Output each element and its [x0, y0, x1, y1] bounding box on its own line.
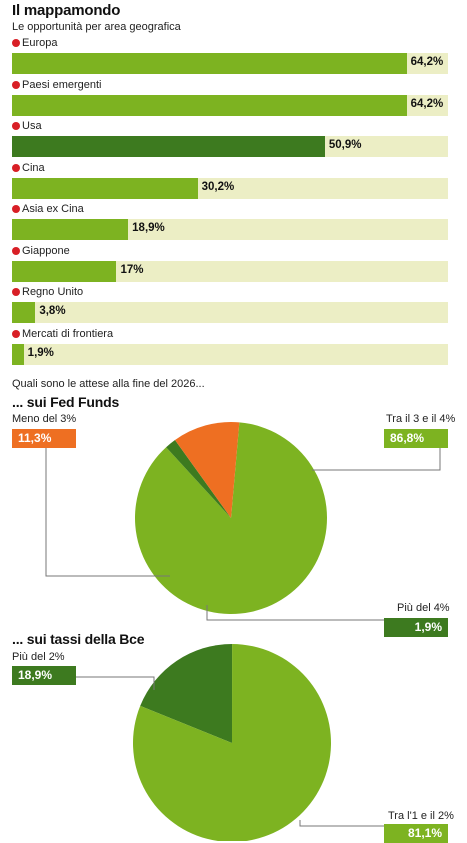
bar-label: Paesi emergenti	[12, 79, 102, 91]
leader-line	[312, 448, 441, 471]
leader-line	[299, 820, 384, 827]
question-text: Quali sono le attese alla fine del 2026.…	[12, 378, 205, 390]
bce-section-title: ... sui tassi della Bce	[12, 631, 145, 647]
bullet-dot-icon	[12, 205, 20, 213]
bar	[12, 94, 407, 116]
leader-line	[76, 676, 155, 690]
fed-value-over4: 1,9%	[384, 618, 448, 637]
bar-track: 1,9%	[12, 343, 448, 365]
leader-line	[45, 448, 170, 577]
bar-category: Regno Unito	[22, 286, 84, 298]
bar	[12, 260, 117, 282]
pie-slice	[166, 440, 231, 518]
bar-category: Asia ex Cina	[22, 203, 84, 215]
bar-track: 64,2%	[12, 94, 448, 116]
pie-slice	[133, 644, 331, 841]
bar	[12, 136, 325, 157]
bar	[12, 177, 198, 199]
bullet-dot-icon	[12, 288, 20, 296]
bce-value-between: 81,1%	[384, 824, 448, 843]
chart-subtitle: Le opportunità per area geografica	[12, 21, 181, 33]
bar-category: Giappone	[22, 244, 70, 257]
bar-value-label: 30,2%	[201, 180, 235, 193]
pie-slice	[175, 422, 240, 518]
bar-track: 64,2%	[12, 53, 448, 74]
bar-value-label: 17%	[120, 263, 144, 276]
bullet-dot-icon	[12, 80, 20, 89]
bullet-dot-icon	[12, 329, 20, 338]
bar-track: 50,9%	[12, 136, 448, 157]
bar-track: 17%	[12, 260, 448, 282]
bar-label: Cina	[12, 162, 45, 174]
bar-track: 30,2%	[12, 177, 448, 199]
bar-value-label: 1,9%	[27, 346, 54, 359]
bar	[12, 219, 129, 240]
bar-value-label: 64,2%	[410, 97, 444, 110]
bar-track: 18,9%	[12, 219, 448, 240]
bce-rates-pie	[133, 643, 331, 841]
bar-category: Cina	[22, 161, 45, 174]
fed-label-over4: Più del 4%	[397, 602, 450, 614]
pie-slice	[140, 643, 233, 743]
bar-label: Regno Unito	[12, 286, 83, 298]
fed-label-under3: Meno del 3%	[12, 413, 77, 425]
bar	[12, 343, 24, 365]
pie-slice	[135, 422, 328, 614]
bce-value-over2: 18,9%	[12, 666, 76, 685]
bar-value-label: 3,8%	[39, 305, 66, 317]
bar-label: Giappone	[12, 245, 70, 257]
fed-section-title: ... sui Fed Funds	[12, 394, 120, 410]
bullet-dot-icon	[12, 122, 20, 130]
bullet-dot-icon	[12, 163, 20, 172]
bar-category: Mercati di frontiera	[22, 327, 114, 340]
bar-label: Asia ex Cina	[12, 203, 84, 215]
chart-title: Il mappamondo	[12, 2, 121, 19]
leader-line	[206, 605, 384, 621]
fed-funds-pie	[135, 422, 328, 614]
bullet-dot-icon	[12, 39, 20, 47]
bar-value-label: 64,2%	[410, 56, 444, 68]
bar-label: Europa	[12, 37, 57, 49]
bar	[12, 302, 36, 323]
bce-label-between: Tra l'1 e il 2%	[388, 810, 454, 822]
bar-value-label: 18,9%	[132, 222, 165, 234]
bar	[12, 53, 407, 74]
bullet-dot-icon	[12, 246, 20, 255]
leader-lines	[45, 448, 441, 827]
fed-label-between: Tra il 3 e il 4%	[386, 413, 456, 425]
fed-value-between: 86,8%	[384, 429, 448, 448]
fed-value-under3: 11,3%	[12, 429, 76, 448]
bar-category: Europa	[22, 37, 58, 49]
bar-category: Usa	[22, 120, 42, 132]
bar-label: Mercati di frontiera	[12, 328, 113, 340]
bar-category: Paesi emergenti	[22, 78, 102, 91]
bce-label-over2: Più del 2%	[12, 651, 65, 663]
bar-track: 3,8%	[12, 302, 448, 323]
bar-value-label: 50,9%	[328, 139, 362, 151]
bar-label: Usa	[12, 120, 42, 132]
